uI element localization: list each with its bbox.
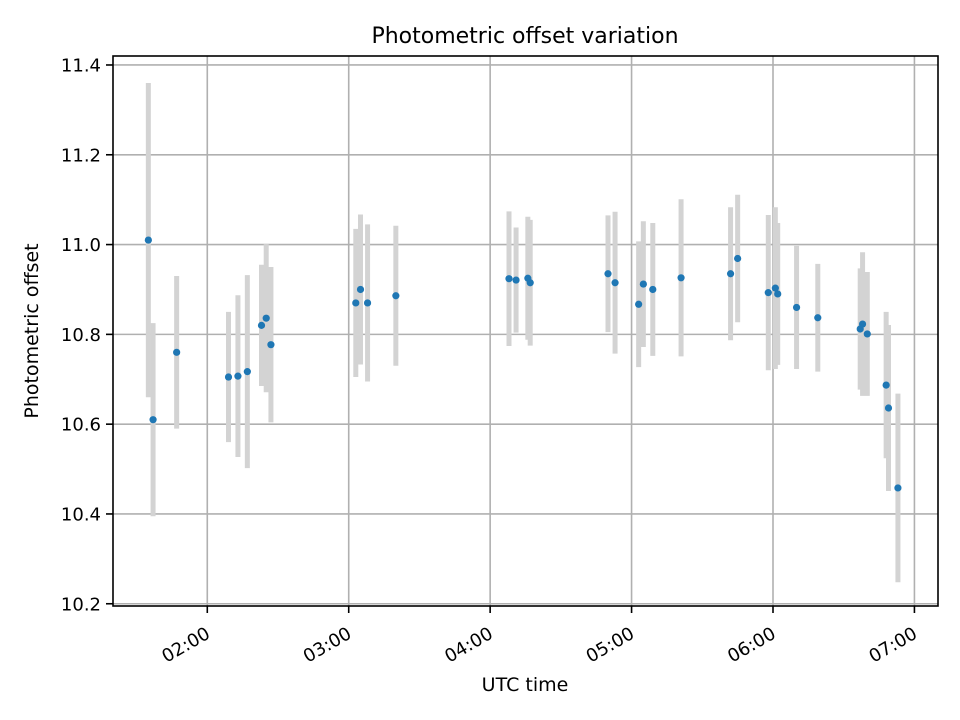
data-point <box>352 299 360 307</box>
x-tick-label: 05:00 <box>583 623 638 667</box>
data-point <box>649 285 657 294</box>
data-point <box>639 280 647 288</box>
y-tick-label: 10.4 <box>61 504 101 525</box>
y-axis-label: Photometric offset <box>21 243 43 418</box>
y-tick-label: 10.6 <box>61 415 101 436</box>
data-point <box>262 314 270 322</box>
data-point <box>814 314 822 322</box>
data-point <box>635 300 643 308</box>
data-point <box>764 289 772 297</box>
data-points <box>144 236 902 492</box>
data-point <box>243 368 251 376</box>
chart-title: Photometric offset variation <box>371 24 678 49</box>
data-point <box>884 404 893 412</box>
y-tick-label: 10.2 <box>61 594 101 615</box>
data-point <box>234 372 242 380</box>
y-tick-label: 11.2 <box>61 145 101 166</box>
data-point <box>505 275 513 283</box>
data-point <box>224 373 233 381</box>
data-point <box>894 484 902 492</box>
y-tick-label: 10.8 <box>61 325 101 346</box>
data-point <box>267 341 275 349</box>
x-tick-label: 03:00 <box>300 623 355 667</box>
data-point <box>734 254 742 263</box>
data-point <box>526 279 534 287</box>
data-point <box>726 270 735 278</box>
x-tick-label: 06:00 <box>724 623 779 667</box>
x-axis-label: UTC time <box>482 674 569 696</box>
data-point <box>363 299 372 307</box>
data-point <box>392 292 400 300</box>
y-tick-label: 11.0 <box>61 235 101 256</box>
data-point <box>149 416 157 424</box>
data-point <box>677 274 685 282</box>
data-point <box>774 290 782 298</box>
data-point <box>863 330 871 338</box>
data-point <box>356 285 365 294</box>
x-axis: 02:00 03:00 04:00 05:00 06:00 07:00 <box>158 606 921 667</box>
y-axis: 10.2 10.4 10.6 10.8 11.0 11.2 11.4 <box>61 55 113 615</box>
data-point <box>611 279 619 287</box>
data-point <box>173 348 181 356</box>
data-point <box>257 321 266 329</box>
data-point <box>792 303 801 312</box>
x-tick-label: 02:00 <box>158 623 213 667</box>
plot-frame <box>112 55 939 607</box>
y-tick-label: 11.4 <box>61 55 101 76</box>
data-point <box>512 276 520 284</box>
data-point <box>771 284 779 292</box>
x-tick-label: 04:00 <box>441 623 496 667</box>
x-tick-label: 07:00 <box>866 623 921 667</box>
data-point <box>882 381 890 389</box>
data-point <box>858 320 867 328</box>
error-bars <box>145 82 901 583</box>
data-point <box>144 236 152 244</box>
data-point <box>604 270 612 278</box>
